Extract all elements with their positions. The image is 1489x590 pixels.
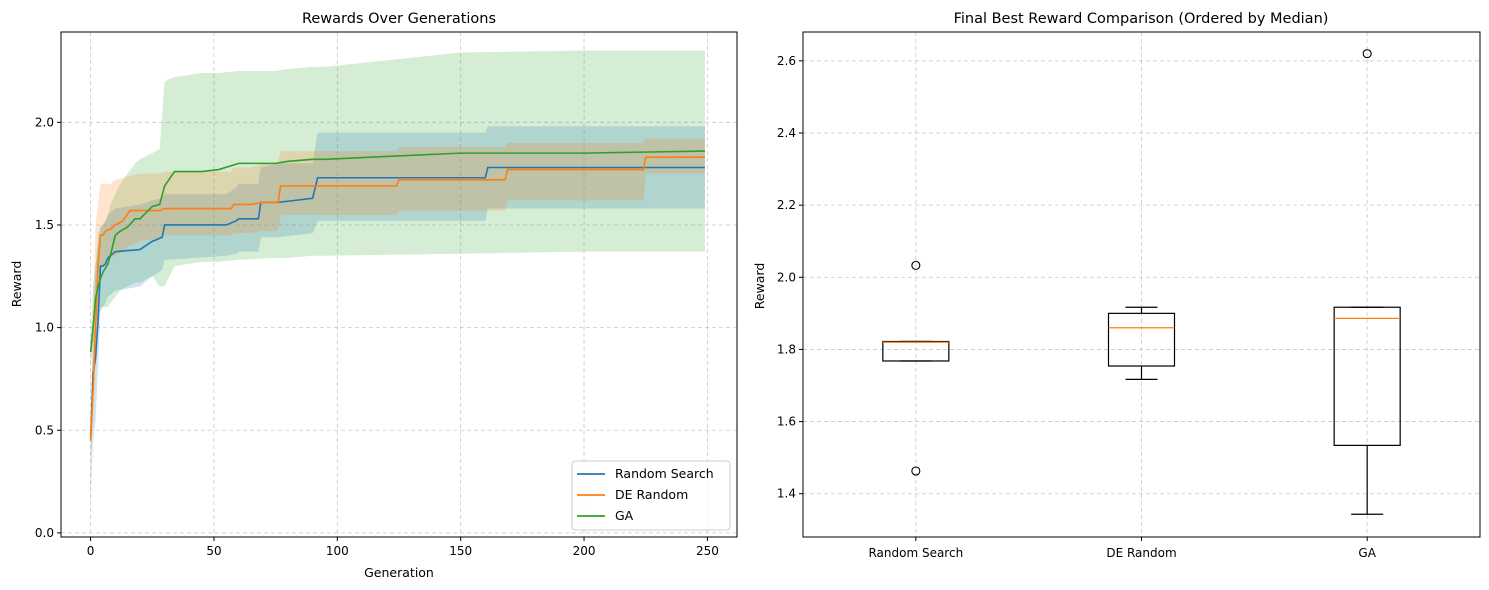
y-axis-ticks: 1.4 1.6 1.8 2.0 2.2 2.4 2.6 bbox=[777, 54, 803, 501]
x-axis-label: Generation bbox=[364, 565, 434, 580]
y-tick-label: 1.6 bbox=[777, 415, 796, 429]
box-plots bbox=[882, 49, 1401, 515]
x-tick-label: GA bbox=[1358, 546, 1376, 560]
line-ga bbox=[89, 150, 705, 353]
y-axis-label: Reward bbox=[9, 261, 24, 308]
iqr-box bbox=[1333, 306, 1401, 446]
band-de-random bbox=[90, 138, 705, 462]
y-tick-label: 2.6 bbox=[777, 54, 796, 68]
x-axis-ticks: Random Search DE Random GA bbox=[868, 537, 1377, 560]
box-ga bbox=[1333, 49, 1401, 515]
y-tick-label: 0.0 bbox=[35, 526, 54, 540]
final-best-reward-chart: Final Best Reward Comparison (Ordered by… bbox=[752, 11, 1481, 560]
chart-title: Final Best Reward Comparison (Ordered by… bbox=[954, 11, 1329, 27]
chart-title: Rewards Over Generations bbox=[302, 11, 496, 27]
outlier-point bbox=[1362, 49, 1372, 59]
series-lines bbox=[89, 150, 705, 441]
legend-label: DE Random bbox=[615, 487, 688, 502]
x-tick-label: Random Search bbox=[868, 546, 963, 560]
y-tick-label: 1.8 bbox=[777, 342, 796, 356]
line-random-search bbox=[89, 166, 705, 441]
box-random-search bbox=[882, 260, 950, 476]
band-ga bbox=[90, 50, 705, 365]
outlier-point bbox=[911, 466, 921, 476]
y-tick-label: 2.0 bbox=[777, 270, 796, 284]
confidence-bands bbox=[90, 50, 705, 503]
y-tick-label: 1.4 bbox=[777, 487, 796, 501]
outlier-point bbox=[911, 260, 921, 270]
legend-box bbox=[571, 460, 731, 531]
y-tick-label: 2.2 bbox=[777, 198, 796, 212]
y-tick-label: 0.5 bbox=[35, 423, 54, 437]
grid bbox=[803, 32, 1480, 537]
plot-area bbox=[60, 31, 738, 538]
y-tick-label: 1.5 bbox=[35, 218, 54, 232]
x-tick-label: DE Random bbox=[1106, 546, 1176, 560]
box-de-random bbox=[1107, 306, 1176, 380]
x-tick-label: 0 bbox=[87, 544, 95, 558]
legend-label: Random Search bbox=[615, 466, 714, 481]
y-tick-label: 2.0 bbox=[35, 115, 54, 129]
x-axis-ticks: 0 50 100 150 200 250 bbox=[87, 537, 719, 558]
grid bbox=[61, 32, 737, 537]
iqr-box bbox=[1107, 312, 1176, 367]
x-tick-label: 50 bbox=[206, 544, 221, 558]
x-tick-label: 150 bbox=[449, 544, 472, 558]
legend: Random Search DE Random GA bbox=[571, 460, 731, 531]
y-tick-label: 1.0 bbox=[35, 321, 54, 335]
y-axis-ticks: 0.0 0.5 1.0 1.5 2.0 bbox=[35, 115, 61, 540]
rewards-over-generations-chart: Rewards Over Generations 0 50 100 150 200 250… bbox=[9, 11, 738, 580]
y-tick-label: 2.4 bbox=[777, 126, 796, 140]
iqr-box bbox=[882, 340, 950, 362]
line-de-random bbox=[89, 156, 705, 441]
band-random-search bbox=[90, 126, 705, 503]
x-tick-label: 250 bbox=[696, 544, 719, 558]
x-tick-label: 200 bbox=[573, 544, 596, 558]
legend-label: GA bbox=[615, 508, 634, 523]
x-tick-label: 100 bbox=[326, 544, 349, 558]
y-axis-label: Reward bbox=[752, 263, 767, 310]
